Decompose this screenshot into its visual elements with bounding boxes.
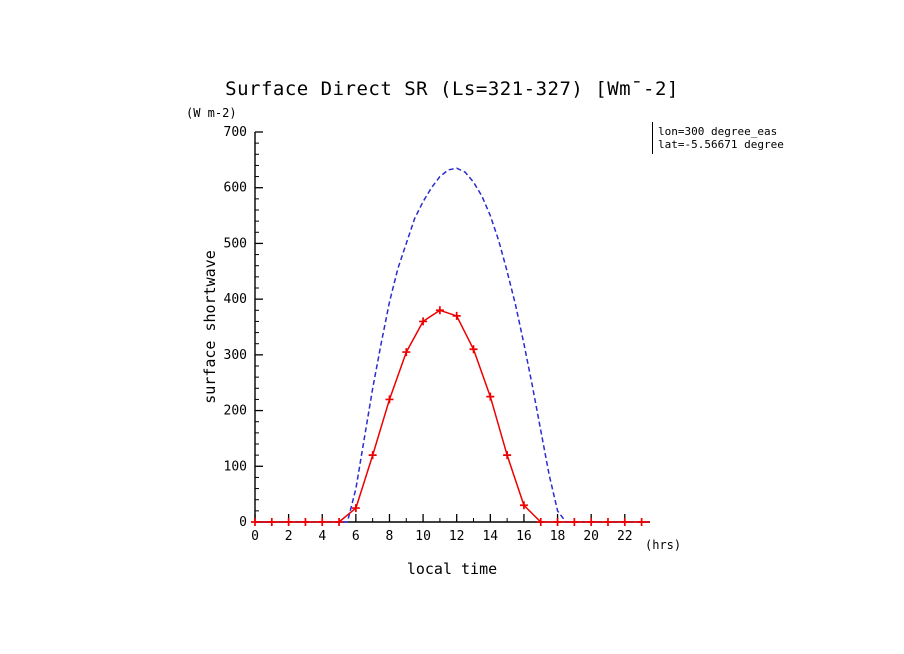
x-tick-label: 10: [415, 529, 431, 544]
x-tick-label: 22: [617, 529, 633, 544]
x-tick-label: 0: [251, 529, 259, 544]
y-tick-label: 200: [224, 404, 247, 419]
plus-marker: [251, 518, 259, 526]
plus-marker: [351, 504, 360, 513]
x-tick-label: 8: [386, 529, 394, 544]
plus-marker: [318, 518, 327, 526]
plus-marker: [452, 311, 461, 320]
plus-marker: [301, 518, 310, 526]
x-tick-label: 12: [449, 529, 465, 544]
x-tick-label: 4: [318, 529, 326, 544]
x-tick-label: 18: [550, 529, 566, 544]
y-axis-unit-label: (W m-2): [186, 106, 237, 120]
plus-marker: [267, 518, 276, 526]
x-tick-label: 6: [352, 529, 360, 544]
plus-marker: [368, 451, 377, 460]
plus-marker: [587, 518, 596, 526]
plus-marker: [486, 392, 495, 401]
series-line-blue-dashed-curve: [255, 167, 650, 523]
x-tick-label: 14: [482, 529, 498, 544]
x-tick-label: 20: [583, 529, 599, 544]
y-tick-label: 0: [239, 515, 247, 530]
plus-marker: [637, 518, 646, 526]
plus-marker: [620, 518, 629, 526]
y-tick-label: 600: [224, 181, 247, 196]
plus-marker: [570, 518, 579, 526]
y-axis-label: surface shortwave: [201, 250, 219, 404]
plus-marker: [536, 518, 545, 526]
x-tick-label: 16: [516, 529, 532, 544]
plus-marker: [503, 451, 512, 460]
plus-marker: [284, 518, 293, 526]
plus-marker: [519, 501, 528, 510]
plus-marker: [469, 345, 478, 354]
plus-marker: [603, 518, 612, 526]
annotation-longitude: lon=300 degree_eas: [658, 125, 778, 138]
chart-title: Surface Direct SR (Ls=321-327) [Wm¯-2]: [225, 78, 679, 100]
y-tick-label: 700: [224, 125, 247, 140]
annotation-latitude: lat=-5.56671 degree: [658, 138, 784, 151]
plus-marker: [435, 306, 444, 315]
plus-marker: [335, 518, 344, 526]
series-line-red-solid-curve: [255, 309, 650, 523]
location-annotation: lon=300 degree_eas lat=-5.56671 degree: [652, 122, 784, 154]
x-tick-label: 2: [285, 529, 293, 544]
plus-marker: [385, 395, 394, 404]
y-tick-label: 100: [224, 459, 247, 474]
plus-marker: [553, 518, 562, 526]
y-tick-label: 500: [224, 236, 247, 251]
plus-marker: [402, 348, 411, 357]
y-tick-label: 300: [224, 348, 247, 363]
y-tick-label: 400: [224, 292, 247, 307]
x-axis-unit-label: (hrs): [645, 538, 682, 552]
plus-marker: [419, 317, 428, 326]
x-axis-label: local time: [406, 560, 498, 578]
